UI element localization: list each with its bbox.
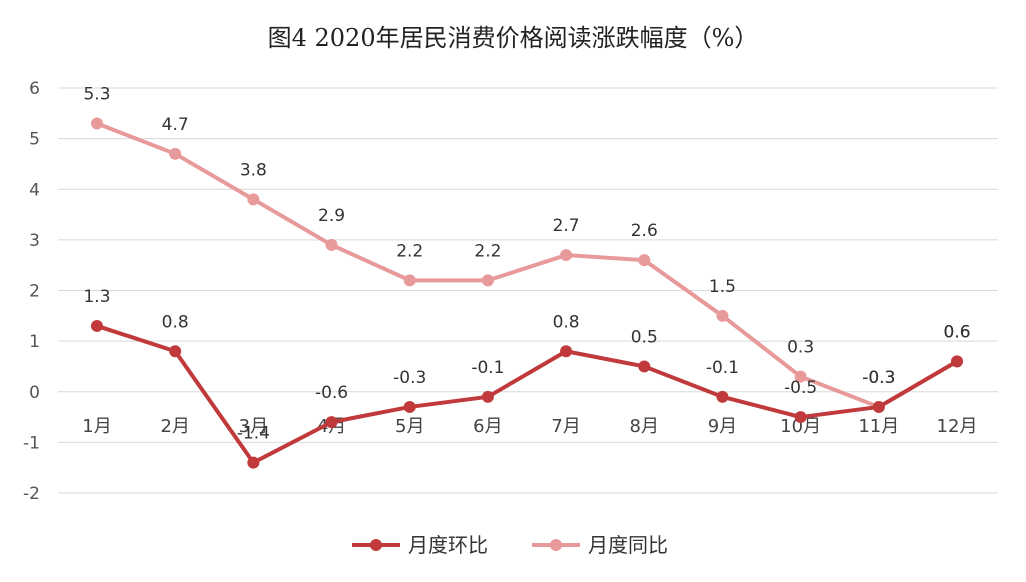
legend-marker	[370, 539, 382, 551]
y-tick-label: 1	[29, 332, 40, 352]
data-label: -0.1	[471, 358, 504, 378]
legend-label: 月度环比	[408, 533, 488, 557]
data-label: 1.3	[83, 287, 110, 307]
x-tick-label: 2月	[160, 416, 189, 437]
series-line	[95, 121, 959, 409]
data-label: -1.4	[237, 424, 270, 444]
data-label: 2.2	[474, 241, 501, 261]
data-label: 0.8	[553, 312, 580, 332]
data-label: 2.7	[553, 216, 580, 236]
data-label: 4.7	[162, 115, 189, 135]
y-tick-label: 3	[29, 231, 40, 251]
data-label: -0.1	[706, 358, 739, 378]
gridlines	[58, 87, 998, 494]
x-tick-label: 12月	[937, 416, 978, 437]
data-point	[403, 274, 416, 287]
data-labels: 1.3 0.8 -1.4 -0.6 -0.3 -0.1 0.8 0.5 -0.1 -0.5 -0.3…	[83, 84, 970, 443]
data-label: 0.8	[162, 312, 189, 332]
data-label: -0.6	[315, 383, 348, 403]
data-point	[481, 390, 494, 403]
data-label: -0.3	[862, 368, 895, 388]
data-label: 2.9	[318, 206, 345, 226]
data-label: 5.3	[83, 84, 110, 104]
data-label: 2.2	[396, 241, 423, 261]
legend-marker	[550, 539, 562, 551]
data-point	[481, 274, 494, 287]
y-tick-label: 5	[29, 130, 40, 150]
y-axis: 6 5 4 3 2 1 0 -1 -2	[23, 79, 40, 504]
data-point	[638, 360, 651, 373]
y-tick-label: 0	[29, 383, 40, 403]
x-axis: 1月2月3月4月5月6月7月8月9月10月11月12月	[82, 416, 977, 437]
x-tick-label: 10月	[780, 416, 821, 437]
data-point	[872, 400, 885, 413]
data-point	[247, 456, 260, 469]
data-point	[716, 390, 729, 403]
data-point	[560, 249, 573, 262]
y-tick-label: -1	[23, 433, 40, 453]
data-point	[169, 345, 182, 358]
legend-label: 月度同比	[588, 533, 668, 557]
data-label: -0.3	[393, 368, 426, 388]
data-point	[169, 147, 182, 160]
x-tick-label: 9月	[708, 416, 737, 437]
data-label: 3.8	[240, 160, 267, 180]
data-point	[560, 345, 573, 358]
data-point	[794, 370, 807, 383]
data-point	[91, 117, 103, 130]
data-label: 0.5	[631, 327, 658, 347]
data-label: 0.3	[787, 338, 814, 358]
data-label: 0.6	[943, 322, 970, 342]
y-tick-label: -2	[23, 484, 40, 504]
x-tick-label: 6月	[473, 416, 502, 437]
data-point	[638, 254, 651, 267]
x-tick-label: 3月	[239, 416, 268, 437]
data-point	[951, 355, 963, 368]
series-line	[95, 323, 959, 465]
data-label: 1.5	[709, 277, 736, 297]
y-tick-label: 6	[29, 79, 40, 99]
data-point	[794, 411, 807, 424]
x-tick-label: 8月	[630, 416, 659, 437]
data-label: -0.5	[784, 378, 817, 398]
data-point	[91, 319, 103, 332]
x-tick-label: 7月	[551, 416, 580, 437]
data-label: -0.3	[862, 368, 895, 388]
y-tick-label: 4	[29, 180, 40, 200]
data-label: 0.6	[943, 322, 970, 342]
x-tick-label: 5月	[395, 416, 424, 437]
y-tick-label: 2	[29, 282, 40, 302]
x-tick-label: 1月	[82, 416, 111, 437]
data-point	[716, 309, 729, 322]
series	[91, 117, 963, 469]
data-point	[325, 238, 338, 251]
data-point	[247, 193, 260, 206]
legend: 月度环比 月度同比	[352, 533, 668, 557]
data-label: 2.6	[631, 221, 658, 241]
x-tick-label: 11月	[858, 416, 899, 437]
data-point	[403, 400, 416, 413]
chart-title: 图4 2020年居民消费价格阅读涨跌幅度（%）	[268, 24, 759, 52]
data-point	[325, 416, 338, 429]
